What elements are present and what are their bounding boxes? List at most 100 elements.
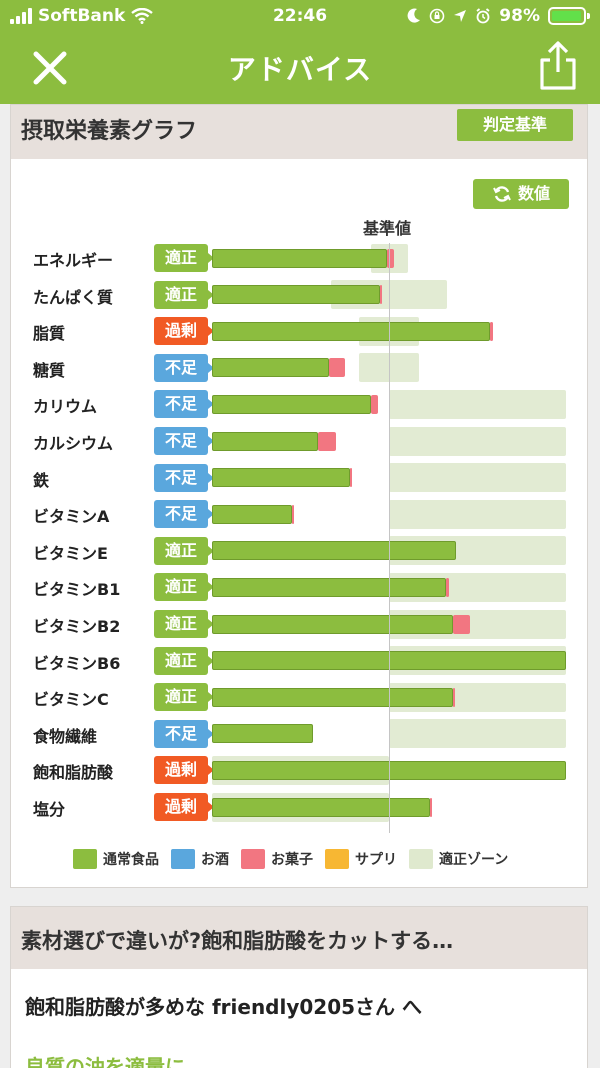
status-badge: 不足	[154, 719, 214, 748]
snack-bar	[328, 358, 345, 378]
status-badge: 適正	[154, 280, 214, 309]
refresh-icon	[493, 186, 511, 202]
share-icon[interactable]	[536, 40, 580, 92]
badge-arrow	[208, 253, 214, 263]
food-bar	[212, 504, 292, 524]
badge-arrow	[208, 472, 214, 483]
reference-line	[389, 243, 390, 833]
status-badge: 不足	[154, 463, 214, 492]
badge-arrow	[208, 545, 214, 556]
advice-card[interactable]: 素材選びで違いが?飽和脂肪酸をカットする… 飽和脂肪酸が多めな friendly…	[10, 906, 588, 1068]
app-header: SoftBank 22:46 98% アドバイス	[0, 0, 600, 104]
location-icon	[454, 10, 467, 22]
legend-label: サプリ	[355, 852, 397, 868]
snack-bar	[452, 614, 471, 634]
carrier-name: SoftBank	[38, 6, 126, 26]
legend-label: お酒	[201, 852, 229, 868]
graph-title: 摂取栄養素グラフ	[21, 119, 198, 144]
ideal-zone	[389, 499, 566, 529]
snack-bar	[371, 394, 379, 414]
nutrient-label: ビタミンE	[33, 543, 108, 563]
advice-greeting: 飽和脂肪酸が多めな friendly0205さん へ	[25, 995, 423, 1019]
nutrient-label: ビタミンA	[33, 507, 110, 527]
legend-item: サプリ	[325, 849, 397, 869]
status-badge: 不足	[154, 390, 214, 419]
nutrient-label: 塩分	[33, 800, 66, 819]
legend-label: 適正ゾーン	[439, 852, 509, 868]
snack-bar	[350, 468, 353, 488]
legend-swatch	[73, 849, 97, 869]
wifi-icon	[131, 8, 154, 24]
food-bar	[212, 431, 319, 451]
ideal-zone	[358, 353, 420, 383]
graph-legend: 通常食品 お酒 お菓子 サプリ 適正ゾーン	[73, 849, 520, 869]
status-badge: 適正	[154, 610, 214, 638]
criteria-button[interactable]: 判定基準	[457, 109, 573, 141]
status-bar: SoftBank 22:46 98%	[0, 0, 600, 34]
food-bar	[212, 724, 313, 744]
reference-label: 基準値	[363, 219, 412, 238]
legend-swatch	[409, 849, 433, 869]
legend-swatch	[241, 849, 265, 869]
status-badge: 不足	[154, 427, 214, 455]
legend-item: 通常食品	[73, 849, 159, 869]
status-badge: 適正	[154, 244, 214, 272]
food-bar	[212, 797, 430, 817]
food-bar	[212, 577, 446, 597]
page-title: アドバイス	[227, 53, 373, 86]
nutrient-label: 糖質	[33, 360, 66, 380]
badge-arrow	[208, 362, 214, 373]
rotation-lock-icon	[429, 8, 445, 24]
food-bar	[212, 248, 388, 268]
badge-arrow	[208, 582, 214, 593]
badge-arrow	[208, 765, 214, 776]
ideal-zone	[389, 719, 566, 749]
nutrient-label: 鉄	[33, 470, 50, 490]
nutrient-label: 飽和脂肪酸	[33, 763, 114, 783]
value-toggle-label: 数値	[517, 184, 550, 203]
nutrient-label: ビタミンB2	[33, 617, 121, 636]
snack-bar	[380, 285, 383, 305]
status-badge: 適正	[154, 646, 214, 675]
status-badge: 過剰	[154, 317, 214, 346]
nutrient-label: エネルギー	[33, 251, 114, 270]
status-time: 22:46	[272, 6, 328, 26]
battery-percent: 98%	[499, 6, 540, 26]
status-badge: 不足	[154, 353, 214, 382]
snack-bar	[489, 321, 494, 341]
nutrient-graph-card: 摂取栄養素グラフ 判定基準 数値 基準値 エネルギー 適正 たんぱく質 適正 脂質 過剰糖…	[10, 104, 588, 888]
legend-item: 適正ゾーン	[409, 849, 508, 869]
badge-arrow	[208, 326, 214, 337]
status-badge: 過剰	[154, 756, 214, 785]
legend-label: 通常食品	[103, 852, 159, 868]
legend-swatch	[171, 849, 195, 869]
nutrient-label: 脂質	[33, 324, 66, 344]
nutrient-label: たんぱく質	[33, 287, 114, 307]
nutrient-label: ビタミンC	[33, 690, 109, 710]
snack-bar	[291, 504, 294, 524]
value-toggle-button[interactable]: 数値	[473, 179, 569, 209]
graph-card-header: 摂取栄養素グラフ 判定基準	[11, 105, 587, 159]
battery-icon	[548, 7, 590, 25]
food-bar	[212, 285, 381, 305]
snack-bar	[452, 687, 455, 707]
nutrient-label: ビタミンB1	[33, 580, 121, 600]
signal-icon	[10, 8, 32, 24]
alarm-icon	[476, 8, 490, 24]
nutrient-label: 食物繊維	[33, 726, 98, 746]
badge-arrow	[208, 802, 214, 812]
advice-subheading: 良質の油を適量に	[25, 1055, 185, 1068]
ideal-zone	[389, 463, 566, 493]
snack-bar	[429, 797, 432, 817]
badge-arrow	[208, 509, 214, 520]
badge-arrow	[208, 619, 214, 629]
food-bar	[212, 468, 351, 488]
badge-arrow	[208, 728, 214, 739]
nutrient-label: カルシウム	[33, 434, 114, 453]
status-badge: 適正	[154, 536, 214, 565]
close-icon[interactable]	[30, 48, 70, 88]
food-bar	[212, 687, 453, 707]
nutrient-label: ビタミンB6	[33, 653, 121, 673]
advice-title: 素材選びで違いが?飽和脂肪酸をカットする…	[21, 929, 454, 953]
badge-arrow	[208, 655, 214, 666]
